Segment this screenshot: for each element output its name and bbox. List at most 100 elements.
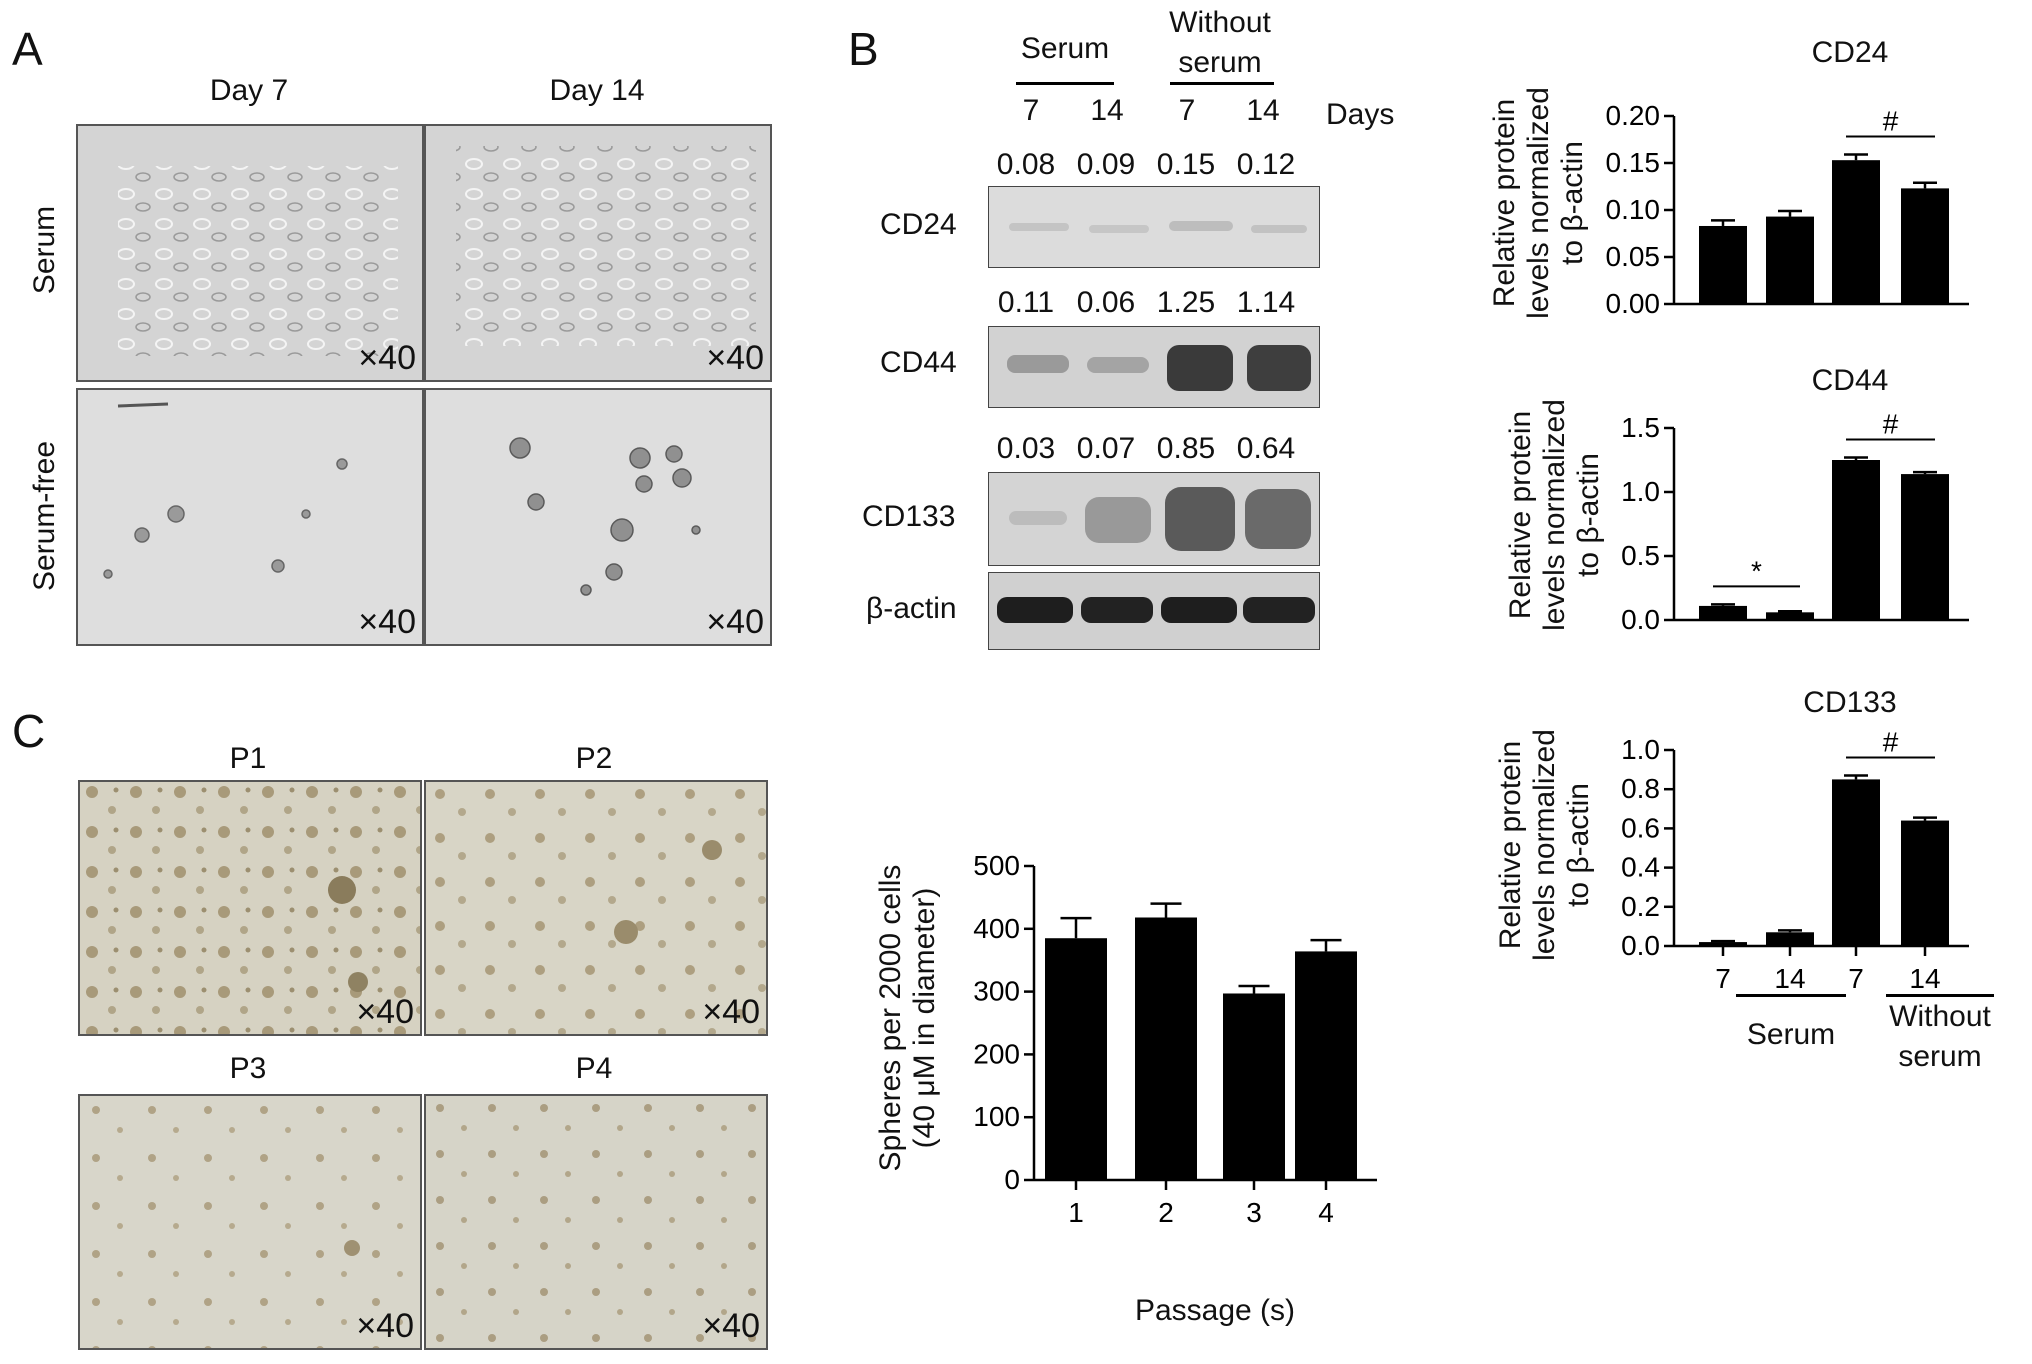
blot-label-cd24: CD24 <box>880 208 957 241</box>
row-label-serum-free: Serum-free <box>28 440 61 592</box>
passage-label-p3: P3 <box>229 1052 267 1085</box>
y-tick-label: 0.5 <box>1621 540 1660 571</box>
chart-cd133: 0.0 0.2 0.4 0.6 0.8 1.0 7 14 7 14 # <box>1621 730 1969 988</box>
y-tick-label: 0.20 <box>1606 100 1661 131</box>
x-tick-label: 2 <box>1158 1197 1174 1228</box>
bar <box>1832 779 1880 946</box>
magnification-label: ×40 <box>702 1307 760 1345</box>
significance-mark: # <box>1883 408 1899 439</box>
sphere-texture <box>426 782 766 1034</box>
blot-value: 0.12 <box>1236 148 1296 181</box>
magnification-label: ×40 <box>706 603 764 641</box>
sphere-texture <box>426 1096 766 1348</box>
y-tick-label: 0.0 <box>1621 930 1660 961</box>
blot-value: 0.09 <box>1076 148 1136 181</box>
day-label-1: 7 <box>1022 94 1040 127</box>
ylabel-cd24: Relative protein levels normalized to β-ac… <box>1488 87 1589 319</box>
y-tick-label: 500 <box>973 850 1020 881</box>
bar <box>1766 932 1814 946</box>
y-tick-label: 200 <box>973 1038 1020 1069</box>
micrograph-p4: ×40 <box>424 1094 768 1350</box>
y-tick-label: 0.05 <box>1606 241 1661 272</box>
chart-cd44: 0.0 0.5 1.0 1.5 * # <box>1621 408 1969 635</box>
magnification-label: ×40 <box>358 603 416 641</box>
ylabel-spheres: Spheres per 2000 cells (40 μM in diameter… <box>874 864 941 1172</box>
band-cd24 <box>1009 221 1307 233</box>
sphere-texture <box>80 1096 420 1348</box>
y-tick-label: 300 <box>973 976 1020 1007</box>
blot-value: 0.85 <box>1156 432 1216 465</box>
bar <box>1699 605 1747 620</box>
blot-cd44 <box>988 326 1320 408</box>
row-label-serum: Serum <box>28 205 61 295</box>
blot-beta-actin <box>988 572 1320 650</box>
bar <box>1766 216 1814 304</box>
y-tick-label: 0.0 <box>1621 604 1660 635</box>
blot-cd133 <box>988 472 1320 566</box>
days-label: Days <box>1326 98 1395 131</box>
sphere-texture <box>509 437 701 596</box>
blot-value: 0.64 <box>1236 432 1296 465</box>
bar <box>1699 942 1747 946</box>
magnification-label: ×40 <box>356 1307 414 1345</box>
micrograph-serum-day7: ×40 <box>76 124 424 382</box>
y-tick-label: 100 <box>973 1101 1020 1132</box>
micrograph-serumfree-day7: ×40 <box>76 388 424 646</box>
xgroup-label-without-line2: serum <box>1898 1040 1982 1073</box>
y-tick-label: 0.6 <box>1621 812 1660 843</box>
panel-label-b: B <box>848 23 879 75</box>
passage-label-p1: P1 <box>229 742 267 775</box>
passage-label-p4: P4 <box>575 1052 613 1085</box>
day-label-4: 14 <box>1246 94 1280 127</box>
x-tick-label: 7 <box>1715 963 1731 988</box>
band-beta-actin <box>997 597 1315 623</box>
y-tick-label: 0.15 <box>1606 147 1661 178</box>
blot-value: 0.15 <box>1156 148 1216 181</box>
xlabel-passage: Passage (s) <box>1134 1294 1296 1327</box>
y-tick-label: 0.8 <box>1621 773 1660 804</box>
y-tick-label: 400 <box>973 913 1020 944</box>
blot-value: 0.11 <box>997 286 1055 319</box>
passage-label-p2: P2 <box>575 742 613 775</box>
group-label-serum: Serum <box>1020 32 1110 65</box>
y-tick-label: 1.0 <box>1621 734 1660 765</box>
day-label-3: 7 <box>1178 94 1196 127</box>
x-tick-label: 1 <box>1068 1197 1084 1228</box>
significance-mark: # <box>1883 730 1899 757</box>
day-label-2: 14 <box>1090 94 1124 127</box>
bar <box>1699 225 1747 304</box>
magnification-label: ×40 <box>706 339 764 377</box>
blot-cd24 <box>988 186 1320 268</box>
bar <box>1832 160 1880 304</box>
blot-value: 0.03 <box>996 432 1056 465</box>
bar <box>1766 612 1814 620</box>
x-tick-label: 14 <box>1774 963 1805 988</box>
x-tick-label: 3 <box>1246 1197 1262 1228</box>
sphere-texture <box>103 402 348 579</box>
blot-value: 1.14 <box>1236 286 1296 319</box>
y-tick-label: 1.0 <box>1621 476 1660 507</box>
blot-value: 0.08 <box>996 148 1056 181</box>
micrograph-serum-day14: ×40 <box>424 124 772 382</box>
group-label-without-line2: serum <box>1178 46 1262 79</box>
band-cd133 <box>1009 487 1311 551</box>
bar <box>1832 460 1880 620</box>
bar <box>1135 917 1197 1180</box>
y-tick-label: 0.2 <box>1621 891 1660 922</box>
xgroup-label-serum: Serum <box>1746 1018 1836 1051</box>
blot-label-beta-actin: β-actin <box>866 592 957 625</box>
xgroup-label-without-line1: Without <box>1889 1000 1991 1033</box>
significance-mark: * <box>1751 555 1762 586</box>
bar <box>1901 188 1949 304</box>
chart-title-cd44: CD44 <box>1811 364 1889 397</box>
blot-label-cd44: CD44 <box>880 346 957 379</box>
chart-title-cd133: CD133 <box>1803 686 1897 719</box>
cell-texture <box>118 166 398 356</box>
x-tick-label: 14 <box>1909 963 1940 988</box>
bar <box>1295 951 1357 1180</box>
blot-value: 0.06 <box>1076 286 1136 319</box>
chart-cd24: 0.00 0.05 0.10 0.15 0.20 # <box>1606 100 1969 319</box>
micrograph-p2: ×40 <box>424 780 768 1036</box>
x-tick-label: 7 <box>1848 963 1864 988</box>
blot-label-cd133: CD133 <box>862 500 956 533</box>
